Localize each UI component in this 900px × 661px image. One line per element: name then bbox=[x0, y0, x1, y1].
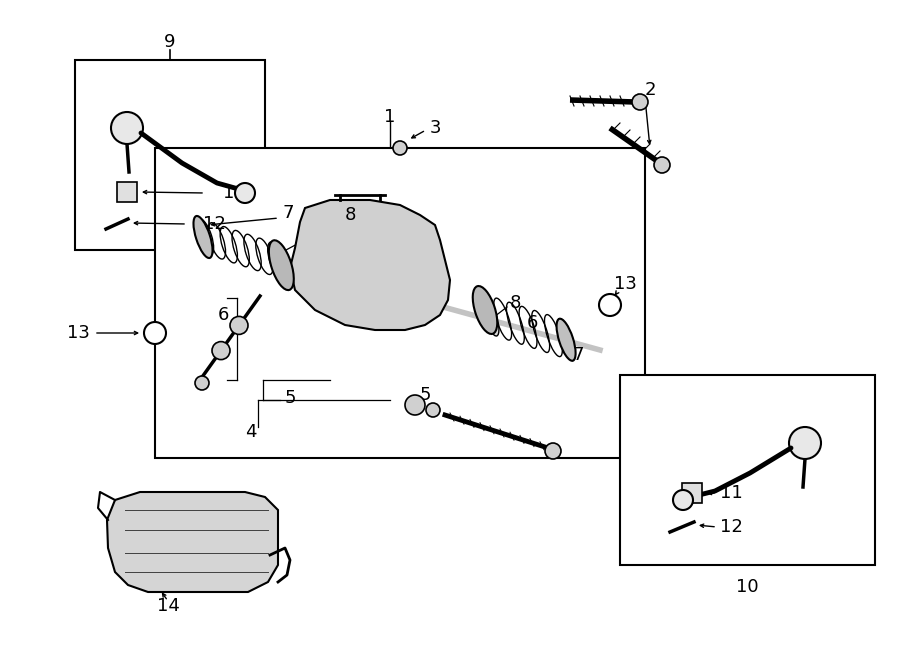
Text: 7: 7 bbox=[572, 346, 583, 364]
Text: 10: 10 bbox=[735, 578, 759, 596]
Bar bbox=[682, 483, 702, 503]
Text: 2: 2 bbox=[645, 81, 656, 99]
Circle shape bbox=[599, 294, 621, 316]
Circle shape bbox=[393, 141, 407, 155]
Text: 11: 11 bbox=[720, 484, 742, 502]
Circle shape bbox=[212, 342, 230, 360]
Text: 5: 5 bbox=[420, 386, 431, 404]
Ellipse shape bbox=[557, 319, 575, 361]
Text: 6: 6 bbox=[527, 314, 538, 332]
Text: 13: 13 bbox=[68, 324, 90, 342]
Text: 8: 8 bbox=[510, 294, 521, 312]
Bar bbox=[75, 60, 265, 250]
Circle shape bbox=[195, 376, 209, 390]
Ellipse shape bbox=[267, 242, 285, 278]
Text: 3: 3 bbox=[430, 119, 442, 137]
Text: 6: 6 bbox=[218, 306, 230, 324]
Circle shape bbox=[111, 112, 143, 144]
Circle shape bbox=[673, 490, 693, 510]
Circle shape bbox=[545, 443, 561, 459]
Text: 5: 5 bbox=[285, 389, 296, 407]
Text: 7: 7 bbox=[282, 204, 293, 222]
Polygon shape bbox=[290, 200, 450, 330]
Circle shape bbox=[426, 403, 440, 417]
Ellipse shape bbox=[472, 286, 498, 334]
Text: 8: 8 bbox=[345, 206, 356, 224]
Text: 9: 9 bbox=[164, 33, 176, 51]
Circle shape bbox=[632, 94, 648, 110]
Ellipse shape bbox=[194, 216, 212, 258]
Text: 11: 11 bbox=[223, 184, 246, 202]
Circle shape bbox=[230, 317, 248, 334]
Circle shape bbox=[789, 427, 821, 459]
Text: 12: 12 bbox=[203, 215, 226, 233]
Text: 1: 1 bbox=[384, 108, 396, 126]
Circle shape bbox=[144, 322, 166, 344]
Text: 13: 13 bbox=[614, 275, 637, 293]
Circle shape bbox=[654, 157, 670, 173]
Circle shape bbox=[405, 395, 425, 415]
Ellipse shape bbox=[482, 294, 499, 336]
Text: 12: 12 bbox=[720, 518, 742, 536]
Polygon shape bbox=[107, 492, 278, 592]
Bar bbox=[117, 182, 137, 202]
Text: 14: 14 bbox=[157, 597, 179, 615]
Ellipse shape bbox=[196, 219, 213, 255]
Bar bbox=[155, 148, 645, 458]
Text: 4: 4 bbox=[245, 423, 256, 441]
Ellipse shape bbox=[269, 240, 293, 290]
Bar bbox=[620, 375, 875, 565]
Circle shape bbox=[235, 183, 255, 203]
Ellipse shape bbox=[556, 319, 576, 361]
